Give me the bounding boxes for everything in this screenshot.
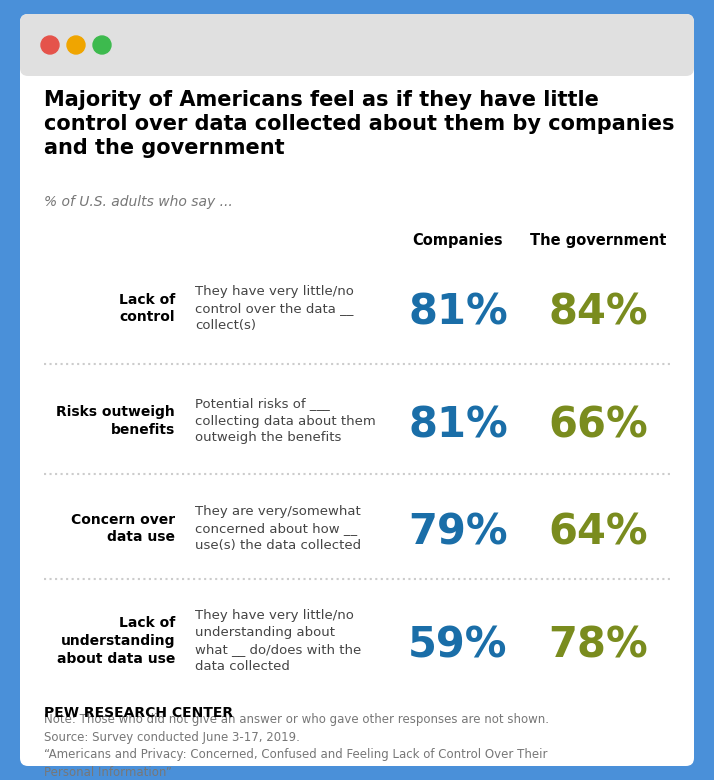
Text: Majority of Americans feel as if they have little
control over data collected ab: Majority of Americans feel as if they ha… [44,90,675,158]
Text: 78%: 78% [548,624,648,666]
Text: 84%: 84% [548,292,648,334]
Text: PEW RESEARCH CENTER: PEW RESEARCH CENTER [44,706,233,720]
Text: 81%: 81% [408,292,508,334]
Text: 66%: 66% [548,404,648,446]
Text: Concern over
data use: Concern over data use [71,512,175,544]
Text: Potential risks of ___
collecting data about them
outweigh the benefits: Potential risks of ___ collecting data a… [195,398,376,445]
Text: Lack of
understanding
about data use: Lack of understanding about data use [56,616,175,666]
Circle shape [93,36,111,54]
Text: The government: The government [530,233,666,248]
Text: 81%: 81% [408,404,508,446]
Text: 64%: 64% [548,512,648,554]
Text: Note: Those who did not give an answer or who gave other responses are not shown: Note: Those who did not give an answer o… [44,713,549,778]
Text: 59%: 59% [408,624,508,666]
FancyBboxPatch shape [20,14,694,76]
FancyBboxPatch shape [20,14,694,766]
Circle shape [41,36,59,54]
Text: They have very little/no
control over the data __
collect(s): They have very little/no control over th… [195,285,354,332]
Text: Lack of
control: Lack of control [119,292,175,324]
Text: Risks outweigh
benefits: Risks outweigh benefits [56,405,175,437]
Circle shape [67,36,85,54]
Bar [28,45,686,68]
Text: They are very/somewhat
concerned about how __
use(s) the data collected: They are very/somewhat concerned about h… [195,505,361,552]
Text: % of U.S. adults who say ...: % of U.S. adults who say ... [44,195,233,209]
Text: They have very little/no
understanding about
what __ do/does with the
data colle: They have very little/no understanding a… [195,609,361,673]
Text: Companies: Companies [413,233,503,248]
Text: 79%: 79% [408,512,508,554]
